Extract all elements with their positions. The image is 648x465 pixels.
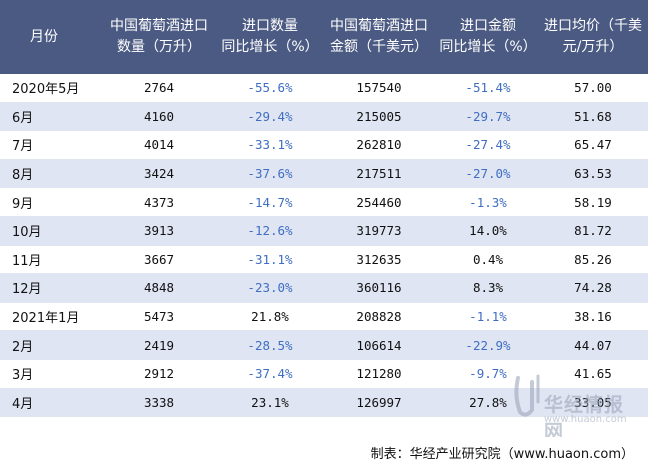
cell-import-amount: 208828: [320, 302, 438, 332]
cell-avg-price: 51.68: [538, 102, 648, 132]
cell-quantity-yoy: -14.7%: [220, 187, 320, 217]
cell-amount-yoy: -27.0%: [438, 159, 538, 189]
cell-amount-yoy: -22.9%: [438, 330, 538, 360]
cell-month: 4月: [0, 388, 98, 418]
cell-import-quantity: 3338: [98, 388, 220, 418]
cell-avg-price: 57.00: [538, 74, 648, 103]
cell-import-quantity: 3424: [98, 159, 220, 189]
table-row: 12月 4848 -23.0% 360116 8.3% 74.28: [0, 273, 648, 303]
cell-import-amount: 106614: [320, 330, 438, 360]
table-row: 11月 3667 -31.1% 312635 0.4% 85.26: [0, 245, 648, 275]
table-row: 2月 2419 -28.5% 106614 -22.9% 44.07: [0, 330, 648, 360]
cell-month: 2月: [0, 330, 98, 360]
table-row: 9月 4373 -14.7% 254460 -1.3% 58.19: [0, 187, 648, 217]
table-row: 10月 3913 -12.6% 319773 14.0% 81.72: [0, 216, 648, 246]
cell-quantity-yoy: 21.8%: [220, 302, 320, 332]
cell-quantity-yoy: -23.0%: [220, 273, 320, 303]
cell-quantity-yoy: -12.6%: [220, 216, 320, 246]
header-month: 月份: [0, 0, 98, 74]
cell-month: 11月: [0, 245, 98, 275]
cell-import-quantity: 5473: [98, 302, 220, 332]
cell-amount-yoy: -51.4%: [438, 74, 538, 103]
cell-import-amount: 157540: [320, 74, 438, 103]
header-import-quantity: 中国葡萄酒进口 数量（万升）: [98, 0, 220, 74]
cell-month: 3月: [0, 359, 98, 389]
cell-import-amount: 215005: [320, 102, 438, 132]
cell-avg-price: 63.53: [538, 159, 648, 189]
cell-amount-yoy: 0.4%: [438, 245, 538, 275]
cell-amount-yoy: -27.4%: [438, 130, 538, 160]
cell-month: 2020年5月: [0, 74, 98, 103]
cell-import-quantity: 4160: [98, 102, 220, 132]
cell-import-quantity: 2912: [98, 359, 220, 389]
table-row: 6月 4160 -29.4% 215005 -29.7% 51.68: [0, 102, 648, 132]
cell-month: 6月: [0, 102, 98, 132]
header-import-amount: 中国葡萄酒进口 金额（千美元）: [320, 0, 438, 74]
cell-import-quantity: 4373: [98, 187, 220, 217]
cell-avg-price: 44.07: [538, 330, 648, 360]
source-footer: 制表：华经产业研究院（www.huaon.com）: [0, 437, 648, 465]
cell-import-amount: 262810: [320, 130, 438, 160]
cell-quantity-yoy: -31.1%: [220, 245, 320, 275]
cell-import-amount: 360116: [320, 273, 438, 303]
cell-avg-price: 74.28: [538, 273, 648, 303]
cell-import-quantity: 4848: [98, 273, 220, 303]
cell-import-amount: 312635: [320, 245, 438, 275]
cell-amount-yoy: 14.0%: [438, 216, 538, 246]
cell-quantity-yoy: -29.4%: [220, 102, 320, 132]
cell-avg-price: 65.47: [538, 130, 648, 160]
cell-month: 12月: [0, 273, 98, 303]
cell-quantity-yoy: -37.6%: [220, 159, 320, 189]
cell-import-amount: 254460: [320, 187, 438, 217]
wine-import-table: 月份 中国葡萄酒进口 数量（万升） 进口数量 同比增长（%） 中国葡萄酒进口 金额（千…: [0, 0, 648, 418]
cell-import-amount: 126997: [320, 388, 438, 418]
cell-import-amount: 121280: [320, 359, 438, 389]
table-body: 2020年5月 2764 -55.6% 157540 -51.4% 57.00 6月 4160…: [0, 74, 648, 418]
cell-avg-price: 41.65: [538, 359, 648, 389]
cell-quantity-yoy: -28.5%: [220, 330, 320, 360]
cell-quantity-yoy: -37.4%: [220, 359, 320, 389]
table-row: 7月 4014 -33.1% 262810 -27.4% 65.47: [0, 130, 648, 160]
cell-import-quantity: 3913: [98, 216, 220, 246]
cell-quantity-yoy: -33.1%: [220, 130, 320, 160]
header-avg-price: 进口均价（千美 元/万升）: [538, 0, 648, 74]
header-quantity-yoy: 进口数量 同比增长（%）: [220, 0, 320, 74]
cell-import-quantity: 4014: [98, 130, 220, 160]
cell-import-quantity: 3667: [98, 245, 220, 275]
table-header-row: 月份 中国葡萄酒进口 数量（万升） 进口数量 同比增长（%） 中国葡萄酒进口 金额（千…: [0, 0, 648, 74]
cell-month: 2021年1月: [0, 302, 98, 332]
cell-avg-price: 81.72: [538, 216, 648, 246]
cell-quantity-yoy: 23.1%: [220, 388, 320, 418]
cell-month: 7月: [0, 130, 98, 160]
cell-quantity-yoy: -55.6%: [220, 74, 320, 103]
table-row: 8月 3424 -37.6% 217511 -27.0% 63.53: [0, 159, 648, 189]
wine-import-table-container: 月份 中国葡萄酒进口 数量（万升） 进口数量 同比增长（%） 中国葡萄酒进口 金额（千…: [0, 0, 648, 418]
cell-amount-yoy: 27.8%: [438, 388, 538, 418]
cell-amount-yoy: -1.1%: [438, 302, 538, 332]
cell-import-amount: 217511: [320, 159, 438, 189]
cell-avg-price: 58.19: [538, 187, 648, 217]
cell-import-amount: 319773: [320, 216, 438, 246]
cell-month: 10月: [0, 216, 98, 246]
table-row: 2021年1月 5473 21.8% 208828 -1.1% 38.16: [0, 302, 648, 332]
cell-avg-price: 33.05: [538, 388, 648, 418]
cell-month: 9月: [0, 187, 98, 217]
cell-amount-yoy: -1.3%: [438, 187, 538, 217]
table-row: 3月 2912 -37.4% 121280 -9.7% 41.65: [0, 359, 648, 389]
cell-avg-price: 85.26: [538, 245, 648, 275]
cell-amount-yoy: -9.7%: [438, 359, 538, 389]
source-note: 制表：华经产业研究院（www.huaon.com）: [370, 447, 634, 462]
table-row: 2020年5月 2764 -55.6% 157540 -51.4% 57.00: [0, 74, 648, 103]
cell-amount-yoy: 8.3%: [438, 273, 538, 303]
cell-amount-yoy: -29.7%: [438, 102, 538, 132]
table-row: 4月 3338 23.1% 126997 27.8% 33.05: [0, 388, 648, 418]
cell-month: 8月: [0, 159, 98, 189]
cell-import-quantity: 2419: [98, 330, 220, 360]
header-amount-yoy: 进口金额 同比增长（%）: [438, 0, 538, 74]
cell-import-quantity: 2764: [98, 74, 220, 103]
cell-avg-price: 38.16: [538, 302, 648, 332]
